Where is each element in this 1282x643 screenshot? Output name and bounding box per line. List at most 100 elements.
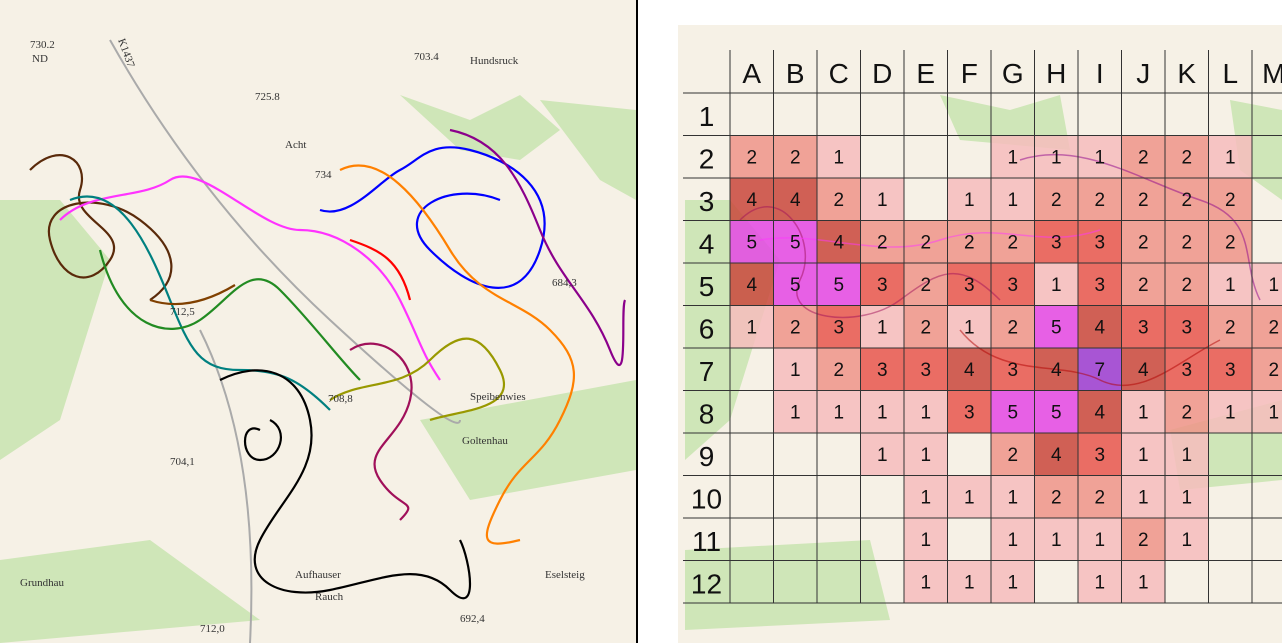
count-label: 4 — [1094, 402, 1105, 423]
count-label: 2 — [1268, 360, 1279, 381]
count-label: 5 — [1051, 317, 1062, 338]
count-label: 4 — [964, 360, 975, 381]
count-label: 2 — [833, 190, 844, 211]
count-label: 2 — [1138, 147, 1149, 168]
column-label: A — [742, 58, 761, 89]
map-label: Grundhau — [20, 577, 64, 589]
count-label: 2 — [1181, 402, 1192, 423]
count-label: 2 — [746, 147, 757, 168]
count-label: 5 — [1051, 402, 1062, 423]
map-label: Goltenhau — [462, 435, 508, 447]
left-map: 730.2 ND K1437 703.4 Hundsruck 725.8 734… — [0, 0, 636, 643]
map-label: 712,5 — [170, 306, 195, 318]
count-label: 4 — [833, 232, 844, 253]
count-label: 2 — [1051, 190, 1062, 211]
count-label: 1 — [964, 487, 975, 508]
count-label: 1 — [920, 572, 931, 593]
count-label: 2 — [1225, 317, 1236, 338]
count-label: 4 — [746, 190, 757, 211]
count-label: 3 — [1007, 275, 1018, 296]
count-label: 2 — [1094, 190, 1105, 211]
count-label: 1 — [1007, 147, 1018, 168]
count-label: 1 — [1007, 487, 1018, 508]
count-label: 1 — [1094, 147, 1105, 168]
count-label: 5 — [746, 232, 757, 253]
count-label: 2 — [1051, 487, 1062, 508]
count-label: 3 — [1094, 232, 1105, 253]
figure: 730.2 ND K1437 703.4 Hundsruck 725.8 734… — [0, 0, 1282, 643]
row-label: 1 — [699, 101, 715, 132]
map-label: 704,1 — [170, 456, 195, 468]
page: 730.2 ND K1437 703.4 Hundsruck 725.8 734… — [0, 0, 1282, 643]
count-label: 5 — [833, 275, 844, 296]
row-label: 7 — [699, 356, 715, 387]
column-label: F — [961, 58, 978, 89]
count-label: 1 — [920, 530, 931, 551]
row-label: 5 — [699, 271, 715, 302]
row-label: 6 — [699, 313, 715, 344]
count-label: 5 — [1007, 402, 1018, 423]
count-label: 2 — [1138, 232, 1149, 253]
count-label: 1 — [1007, 190, 1018, 211]
count-label: 1 — [1138, 445, 1149, 466]
count-label: 1 — [1225, 402, 1236, 423]
count-label: 1 — [877, 190, 888, 211]
count-label: 1 — [877, 317, 888, 338]
count-label: 1 — [1051, 275, 1062, 296]
count-label: 3 — [833, 317, 844, 338]
row-label: 11 — [692, 526, 721, 557]
count-label: 2 — [920, 232, 931, 253]
count-label: 2 — [1181, 147, 1192, 168]
count-label: 3 — [877, 360, 888, 381]
count-label: 1 — [1225, 147, 1236, 168]
count-label: 3 — [1051, 232, 1062, 253]
column-label: C — [829, 58, 849, 89]
count-label: 3 — [1225, 360, 1236, 381]
count-label: 2 — [1181, 232, 1192, 253]
count-label: 1 — [964, 317, 975, 338]
count-label: 2 — [1225, 232, 1236, 253]
column-label: M — [1262, 58, 1282, 89]
count-label: 4 — [1094, 317, 1105, 338]
count-label: 1 — [920, 487, 931, 508]
count-label: 2 — [964, 232, 975, 253]
count-label: 3 — [1181, 360, 1192, 381]
count-label: 1 — [877, 402, 888, 423]
count-label: 2 — [1181, 275, 1192, 296]
count-label: 3 — [877, 275, 888, 296]
row-label: 9 — [699, 441, 715, 472]
map-label: Rauch — [315, 591, 344, 603]
map-label: ND — [32, 53, 48, 65]
column-label: J — [1136, 58, 1150, 89]
count-label: 1 — [1094, 572, 1105, 593]
map-label: Aufhauser — [295, 569, 341, 581]
count-label: 1 — [1181, 530, 1192, 551]
column-label: L — [1222, 58, 1238, 89]
count-label: 3 — [1094, 275, 1105, 296]
column-label: H — [1046, 58, 1066, 89]
row-label: 12 — [691, 568, 722, 599]
map-label: Eselsteig — [545, 569, 585, 581]
count-label: 1 — [833, 402, 844, 423]
count-label: 3 — [964, 275, 975, 296]
count-label: 1 — [1094, 530, 1105, 551]
column-label: G — [1002, 58, 1024, 89]
map-label: 692,4 — [460, 613, 485, 625]
count-label: 4 — [1051, 360, 1062, 381]
column-label: D — [872, 58, 892, 89]
count-label: 1 — [1181, 487, 1192, 508]
count-label: 2 — [1007, 317, 1018, 338]
count-label: 2 — [920, 275, 931, 296]
count-label: 4 — [1138, 360, 1149, 381]
count-label: 2 — [833, 360, 844, 381]
count-label: 2 — [790, 317, 801, 338]
count-label: 3 — [1138, 317, 1149, 338]
count-label: 1 — [1268, 275, 1279, 296]
count-label: 2 — [1181, 190, 1192, 211]
count-label: 1 — [746, 317, 757, 338]
map-label: Hundsruck — [470, 55, 519, 67]
column-label: B — [786, 58, 805, 89]
count-label: 2 — [877, 232, 888, 253]
map-label: 734 — [315, 169, 332, 181]
row-label: 2 — [699, 143, 715, 174]
